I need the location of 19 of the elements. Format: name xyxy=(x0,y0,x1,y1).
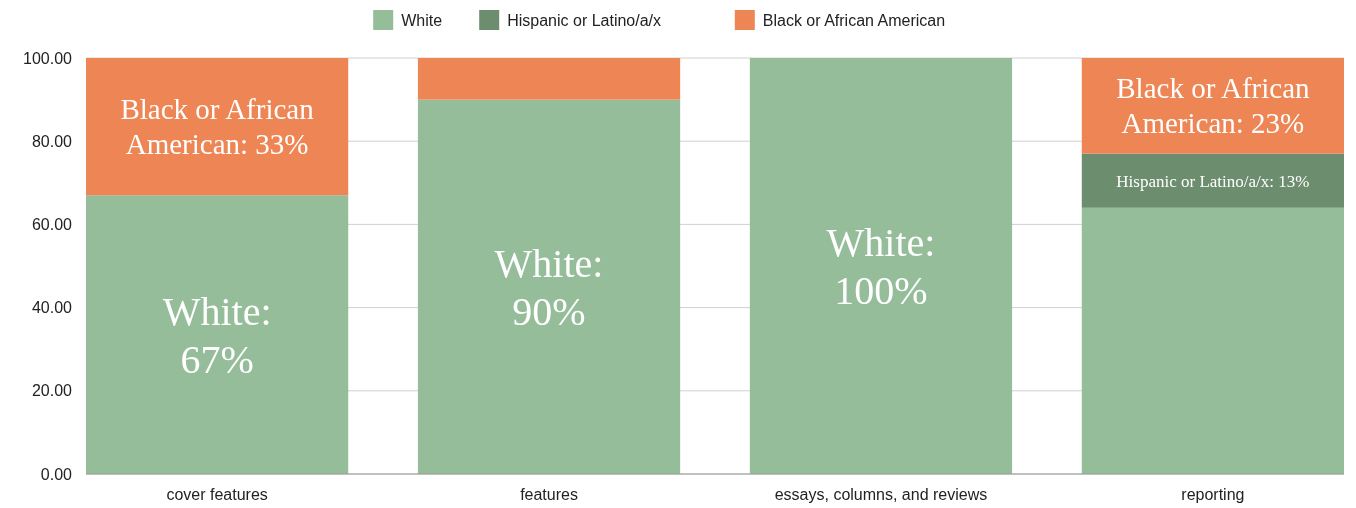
data-label: White: 100% xyxy=(826,219,936,313)
data-label: Black or African American: 23% xyxy=(1116,72,1311,140)
y-tick-label: 60.00 xyxy=(31,215,73,233)
legend-label: White xyxy=(401,11,443,29)
legend-label: Black or African American xyxy=(762,11,946,29)
x-tick-label: features xyxy=(520,485,578,503)
y-tick-label: 100.00 xyxy=(23,49,73,67)
data-label: Hispanic or Latino/a/x: 13% xyxy=(1116,171,1310,191)
y-tick-label: 0.00 xyxy=(40,465,73,483)
y-tick-label: 20.00 xyxy=(31,382,73,400)
x-tick-label: cover features xyxy=(166,485,268,503)
y-tick-label: 40.00 xyxy=(31,299,73,317)
y-tick-label: 80.00 xyxy=(31,132,73,150)
x-tick-label: essays, columns, and reviews xyxy=(774,485,988,503)
legend-label: Hispanic or Latino/a/x xyxy=(507,11,662,29)
data-label: White: 67% xyxy=(162,288,272,382)
data-label: Black or African American: 33% xyxy=(120,93,315,161)
x-tick-label: reporting xyxy=(1181,485,1245,503)
data-label: White: 90% xyxy=(494,240,604,334)
